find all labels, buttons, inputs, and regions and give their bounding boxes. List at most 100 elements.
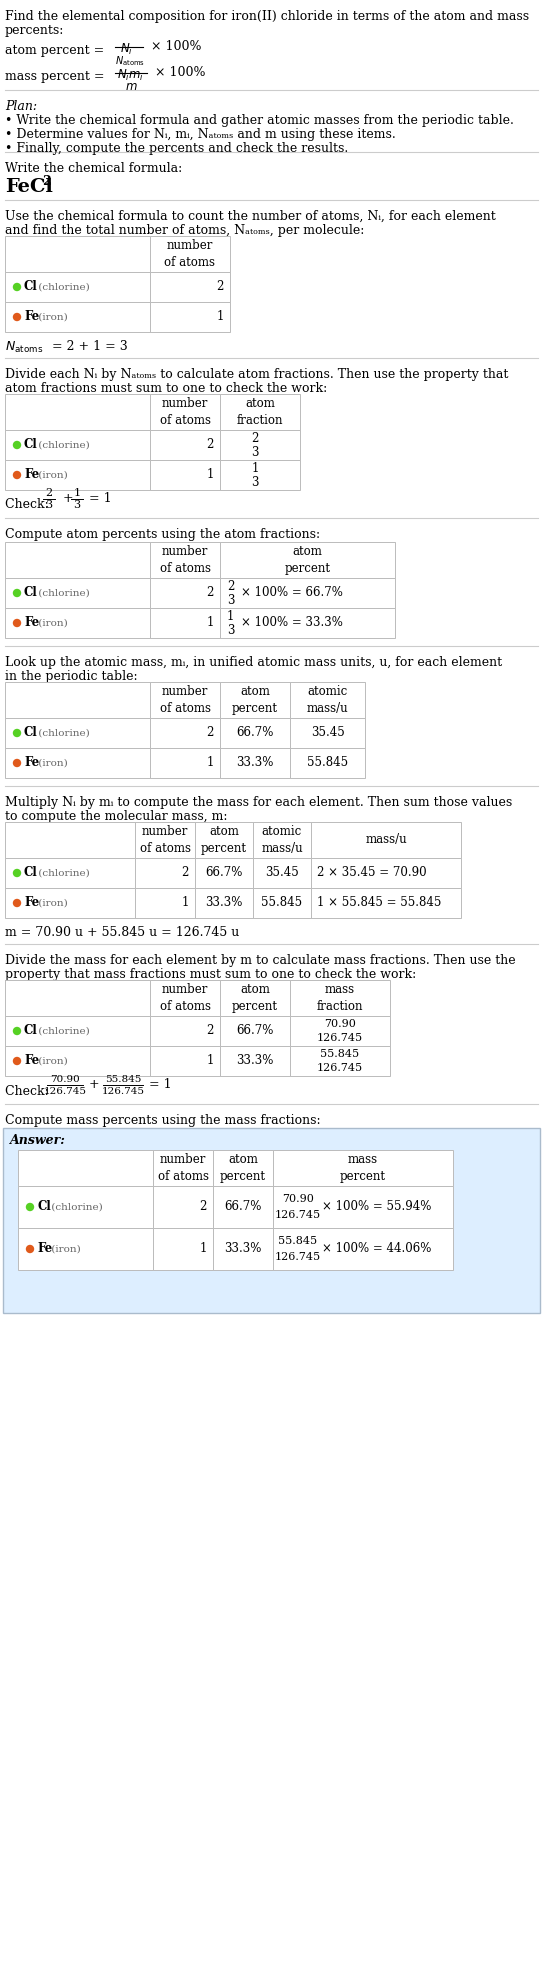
Text: × 100%: × 100% xyxy=(151,65,205,79)
Bar xyxy=(5,578,150,608)
Text: (iron): (iron) xyxy=(35,758,68,768)
Bar xyxy=(311,857,461,887)
Bar xyxy=(220,681,290,719)
Text: 3: 3 xyxy=(251,446,259,459)
Text: (iron): (iron) xyxy=(35,1057,68,1065)
Circle shape xyxy=(14,590,21,596)
Bar xyxy=(150,681,220,719)
Text: atom
fraction: atom fraction xyxy=(237,398,283,428)
Text: 1: 1 xyxy=(217,311,224,323)
Text: 2: 2 xyxy=(207,727,214,739)
Text: 1: 1 xyxy=(227,610,235,622)
Text: 1: 1 xyxy=(73,487,80,499)
Text: × 100%: × 100% xyxy=(147,40,201,53)
Bar xyxy=(290,1045,390,1075)
Circle shape xyxy=(14,471,21,479)
Bar xyxy=(5,543,150,578)
Text: Cl: Cl xyxy=(37,1200,50,1214)
Bar xyxy=(220,608,395,638)
Bar xyxy=(5,748,150,778)
Text: Fe: Fe xyxy=(24,756,39,770)
Bar xyxy=(220,748,290,778)
Text: 126.745: 126.745 xyxy=(275,1210,321,1220)
Circle shape xyxy=(14,869,21,877)
Bar xyxy=(5,857,135,887)
Text: 1: 1 xyxy=(251,461,258,475)
Text: Compute atom percents using the atom fractions:: Compute atom percents using the atom fra… xyxy=(5,529,320,541)
Text: m = 70.90 u + 55.845 u = 126.745 u: m = 70.90 u + 55.845 u = 126.745 u xyxy=(5,927,239,939)
Text: Cl: Cl xyxy=(24,727,38,739)
Text: Compute mass percents using the mass fractions:: Compute mass percents using the mass fra… xyxy=(5,1115,320,1127)
Text: Look up the atomic mass, mᵢ, in unified atomic mass units, u, for each element: Look up the atomic mass, mᵢ, in unified … xyxy=(5,655,502,669)
Bar xyxy=(220,543,395,578)
Text: 55.845: 55.845 xyxy=(320,1049,359,1059)
Text: 3: 3 xyxy=(46,501,53,511)
Text: (iron): (iron) xyxy=(35,471,68,479)
Text: Cl: Cl xyxy=(24,438,38,451)
Text: 2: 2 xyxy=(200,1200,207,1214)
Text: mass/u: mass/u xyxy=(365,834,407,847)
Bar xyxy=(3,1129,540,1313)
Text: atom fractions must sum to one to check the work:: atom fractions must sum to one to check … xyxy=(5,382,327,394)
Bar xyxy=(150,430,220,459)
Bar xyxy=(5,608,150,638)
Text: Divide each Nᵢ by Nₐₜₒₘₛ to calculate atom fractions. Then use the property that: Divide each Nᵢ by Nₐₜₒₘₛ to calculate at… xyxy=(5,368,508,380)
Text: FeCl: FeCl xyxy=(5,178,53,196)
Text: (chlorine): (chlorine) xyxy=(35,588,90,598)
Text: 2: 2 xyxy=(227,580,235,592)
Bar xyxy=(150,578,220,608)
Text: (iron): (iron) xyxy=(35,899,68,907)
Text: 2: 2 xyxy=(207,1024,214,1038)
Text: 33.3%: 33.3% xyxy=(205,897,243,909)
Text: 1: 1 xyxy=(181,897,189,909)
Text: Find the elemental composition for iron(II) chloride in terms of the atom and ma: Find the elemental composition for iron(… xyxy=(5,10,529,24)
Text: (chlorine): (chlorine) xyxy=(35,1026,90,1036)
Bar xyxy=(150,394,220,430)
Bar xyxy=(5,303,150,333)
Text: 55.845: 55.845 xyxy=(261,897,302,909)
Text: 70.90: 70.90 xyxy=(324,1020,356,1030)
Bar xyxy=(5,1016,150,1045)
Bar xyxy=(5,887,135,919)
Text: = 1: = 1 xyxy=(149,1079,172,1091)
Bar xyxy=(5,459,150,489)
Text: 1: 1 xyxy=(207,1055,214,1067)
Text: × 100% = 44.06%: × 100% = 44.06% xyxy=(322,1243,431,1255)
Text: Fe: Fe xyxy=(24,1055,39,1067)
Text: +: + xyxy=(89,1079,99,1091)
Bar xyxy=(18,1150,153,1186)
Text: 66.7%: 66.7% xyxy=(236,727,274,739)
Bar xyxy=(195,822,253,857)
Text: atomic
mass/u: atomic mass/u xyxy=(261,826,303,855)
Text: atom
percent: atom percent xyxy=(232,982,278,1014)
Circle shape xyxy=(14,899,21,907)
Text: 35.45: 35.45 xyxy=(311,727,344,739)
Text: $m$: $m$ xyxy=(125,79,137,93)
Bar xyxy=(220,430,300,459)
Bar xyxy=(220,578,395,608)
Text: 2: 2 xyxy=(42,174,50,188)
Bar xyxy=(5,236,150,271)
Text: number
of atoms: number of atoms xyxy=(157,1152,209,1182)
Bar xyxy=(5,681,150,719)
Bar xyxy=(150,236,230,271)
Bar xyxy=(220,1016,290,1045)
Text: atom percent =: atom percent = xyxy=(5,44,104,57)
Bar xyxy=(220,394,300,430)
Text: 1: 1 xyxy=(207,616,214,630)
Bar xyxy=(18,1186,153,1228)
Text: 3: 3 xyxy=(227,624,235,636)
Text: 1: 1 xyxy=(207,469,214,481)
Text: percents:: percents: xyxy=(5,24,65,38)
Text: 33.3%: 33.3% xyxy=(236,756,274,770)
Bar xyxy=(290,1016,390,1045)
Circle shape xyxy=(27,1245,34,1253)
Text: 70.90: 70.90 xyxy=(50,1075,80,1083)
Bar xyxy=(311,887,461,919)
Bar xyxy=(150,719,220,748)
Bar xyxy=(150,459,220,489)
Text: (chlorine): (chlorine) xyxy=(35,283,90,291)
Bar xyxy=(153,1228,213,1269)
Text: • Write the chemical formula and gather atomic masses from the periodic table.: • Write the chemical formula and gather … xyxy=(5,115,514,127)
Bar xyxy=(150,1016,220,1045)
